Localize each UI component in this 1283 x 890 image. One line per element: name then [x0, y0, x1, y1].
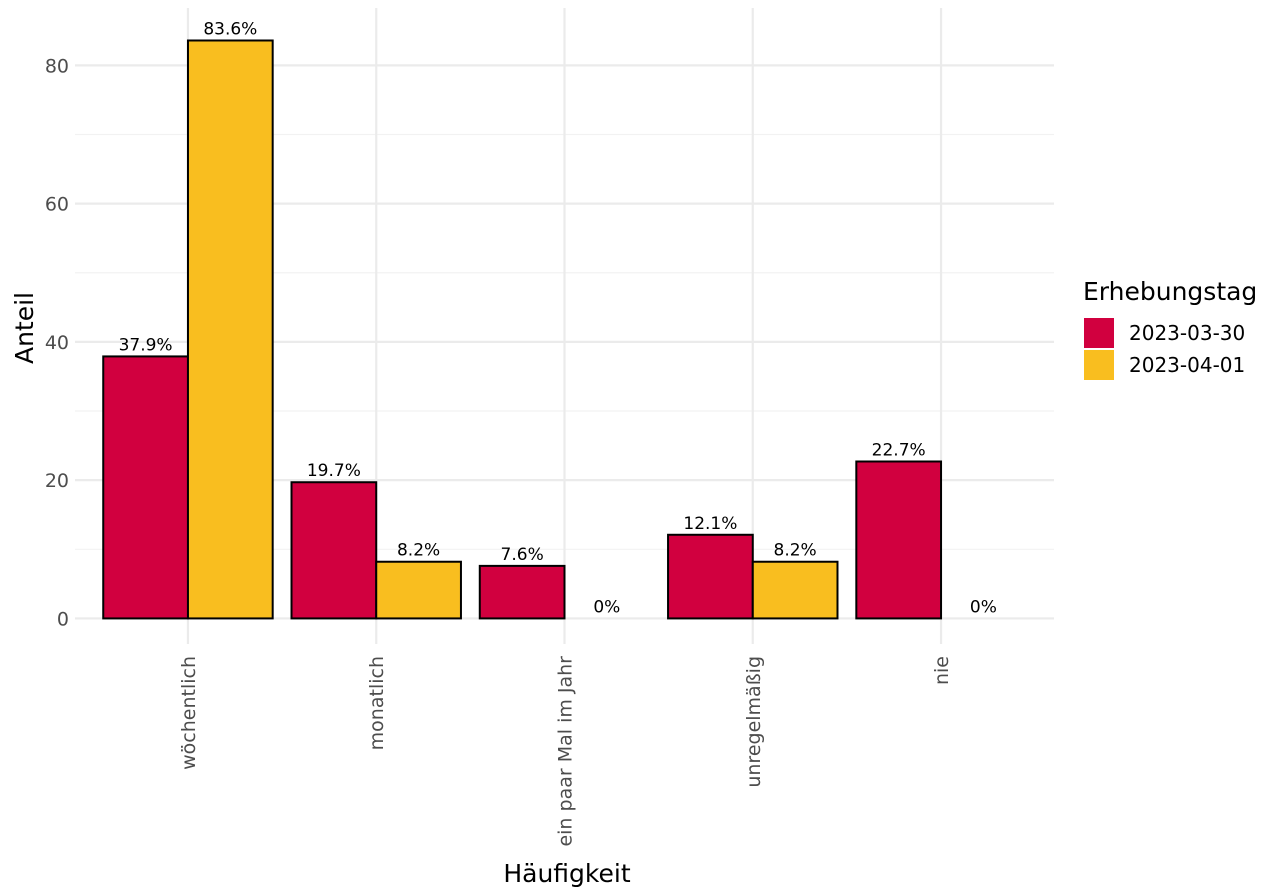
- legend-label: 2023-03-30: [1129, 321, 1245, 345]
- y-axis-ticks: 0 20 40 60 80: [45, 55, 69, 630]
- bar-value-label: 19.7%: [307, 461, 361, 481]
- y-tick-label: 60: [45, 194, 69, 216]
- bar: [667, 533, 754, 620]
- bar-value-label: 83.6%: [203, 19, 257, 39]
- bar: [478, 564, 566, 620]
- bar-value-label: 8.2%: [397, 541, 440, 561]
- legend-title: Erhebungstag: [1083, 277, 1257, 306]
- y-tick-label: 0: [57, 608, 69, 630]
- x-axis-ticks: wöchentlich monatlich ein paar Mal im Jahr…: [178, 656, 953, 847]
- bar: [186, 39, 274, 620]
- bar: [751, 560, 839, 620]
- legend-swatch: [1084, 318, 1114, 348]
- bar-labels: 37.9% 19.7% 7.6% 12.1% 22.7% 83.6% 8.2% 0% 8.2% 0…: [119, 19, 997, 617]
- legend-label: 2023-04-01: [1129, 353, 1245, 377]
- bar: [855, 460, 943, 620]
- legend: Erhebungstag 2023-03-30 2023-04-01: [1083, 277, 1257, 380]
- x-tick-label: wöchentlich: [178, 656, 200, 770]
- bar-value-label: 12.1%: [683, 514, 737, 534]
- bar: [375, 560, 462, 620]
- bar: [102, 355, 189, 620]
- bars: [102, 39, 943, 620]
- y-tick-label: 40: [45, 332, 69, 354]
- bar-value-label: 0%: [970, 597, 997, 617]
- bar-value-label: 22.7%: [872, 440, 926, 460]
- bar-value-label: 7.6%: [501, 545, 544, 565]
- x-tick-label: nie: [931, 656, 953, 685]
- bar: [290, 481, 378, 620]
- bar-value-label: 37.9%: [119, 335, 173, 355]
- y-tick-label: 20: [45, 470, 69, 492]
- bar-value-label: 8.2%: [774, 541, 817, 561]
- x-tick-label: ein paar Mal im Jahr: [555, 656, 577, 847]
- y-axis-title: Anteil: [10, 292, 39, 364]
- x-tick-label: monatlich: [366, 656, 388, 750]
- legend-swatch: [1084, 350, 1114, 380]
- y-tick-label: 80: [45, 55, 69, 77]
- bar-value-label: 0%: [593, 597, 620, 617]
- x-axis-title: Häufigkeit: [503, 859, 630, 888]
- x-tick-label: unregelmäßig: [743, 656, 765, 788]
